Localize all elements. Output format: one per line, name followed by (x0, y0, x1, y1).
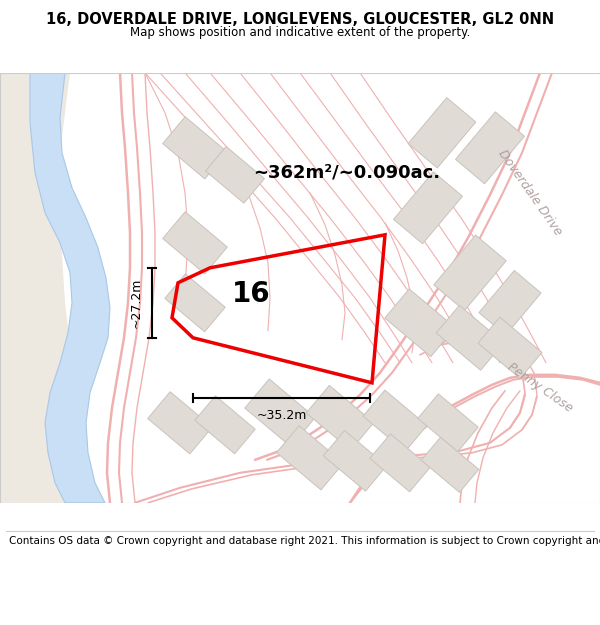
Text: ~35.2m: ~35.2m (256, 409, 307, 422)
Polygon shape (277, 426, 343, 490)
Polygon shape (408, 98, 476, 168)
Polygon shape (163, 212, 227, 274)
Polygon shape (385, 289, 455, 357)
Polygon shape (370, 434, 430, 492)
Text: Contains OS data © Crown copyright and database right 2021. This information is : Contains OS data © Crown copyright and d… (9, 536, 600, 546)
Polygon shape (195, 396, 255, 454)
Polygon shape (418, 394, 478, 452)
Text: 16, DOVERDALE DRIVE, LONGLEVENS, GLOUCESTER, GL2 0NN: 16, DOVERDALE DRIVE, LONGLEVENS, GLOUCES… (46, 12, 554, 27)
Text: Doverdale Drive: Doverdale Drive (496, 148, 565, 238)
Text: Map shows position and indicative extent of the property.: Map shows position and indicative extent… (130, 26, 470, 39)
Polygon shape (478, 317, 542, 379)
Polygon shape (363, 390, 427, 451)
Polygon shape (165, 274, 225, 332)
Polygon shape (323, 431, 386, 491)
Text: ~362m²/~0.090ac.: ~362m²/~0.090ac. (253, 164, 440, 182)
Polygon shape (30, 72, 110, 503)
Polygon shape (421, 438, 479, 493)
Polygon shape (206, 146, 265, 203)
Polygon shape (479, 271, 541, 335)
Polygon shape (245, 379, 315, 447)
Polygon shape (434, 235, 506, 311)
Polygon shape (148, 392, 212, 454)
Text: ~27.2m: ~27.2m (130, 278, 143, 328)
Polygon shape (394, 172, 463, 244)
Polygon shape (306, 386, 374, 450)
Polygon shape (455, 112, 524, 184)
Polygon shape (163, 117, 227, 179)
Polygon shape (436, 306, 504, 370)
Text: Penny Close: Penny Close (505, 361, 575, 415)
Polygon shape (0, 72, 80, 503)
Text: 16: 16 (232, 280, 271, 308)
